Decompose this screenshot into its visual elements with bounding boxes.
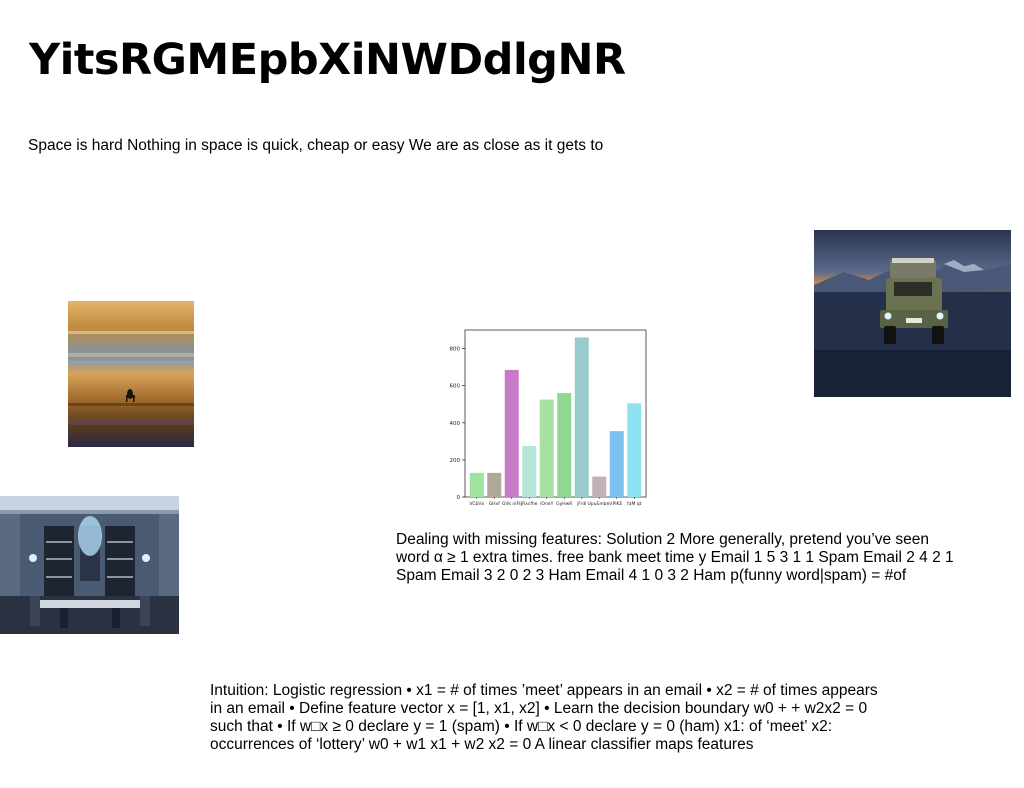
missing-features-paragraph: Dealing with missing features: Solution … (396, 531, 954, 584)
x-tick-label: GyHwR (556, 501, 572, 507)
page-title: YitsRGMEpbXiNWDdlgNR (29, 35, 626, 85)
subtitle-text: Space is hard Nothing in space is quick,… (28, 137, 604, 154)
x-tick-label: GHxf (489, 501, 501, 507)
bar-4 (522, 445, 537, 497)
logistic-regression-paragraph: Intuition: Logistic regression • x1 = # … (210, 682, 878, 753)
bar-6 (557, 393, 572, 497)
bar-8 (592, 476, 607, 497)
land-rover-photo (814, 230, 1011, 397)
bar-2 (487, 472, 502, 497)
bar-chart: 0 200 400 600 800 VCbVx GHxf GVk nIFli jRxcfhe iO… (446, 322, 656, 512)
beach-rider-photo (68, 301, 194, 447)
bar-10 (627, 403, 642, 497)
x-tick-label: VCbVx (469, 501, 484, 507)
x-tick-label: GVk nIFli (502, 501, 522, 507)
bar-3 (504, 369, 519, 497)
dining-room-photo (0, 496, 179, 634)
bar-9 (609, 431, 624, 497)
y-tick-label: 600 (450, 384, 461, 390)
bar-7 (574, 337, 589, 497)
y-tick-label: 800 (450, 347, 461, 353)
x-tick-label: UpuEmbm (588, 501, 611, 507)
plot-frame (464, 329, 647, 498)
bar-1 (469, 472, 484, 497)
x-tick-label: IPIKE (611, 501, 622, 507)
y-tick-label: 200 (450, 458, 461, 464)
x-tick-label: faM qt (627, 501, 642, 507)
x-tick-label: jRxcfhe (520, 501, 538, 507)
y-tick-label: 0 (457, 495, 461, 501)
x-tick-label: iOneY (540, 501, 553, 507)
x-tick-label: jFrdi (576, 501, 586, 507)
bar-5 (539, 399, 554, 497)
y-tick-label: 400 (450, 421, 461, 427)
